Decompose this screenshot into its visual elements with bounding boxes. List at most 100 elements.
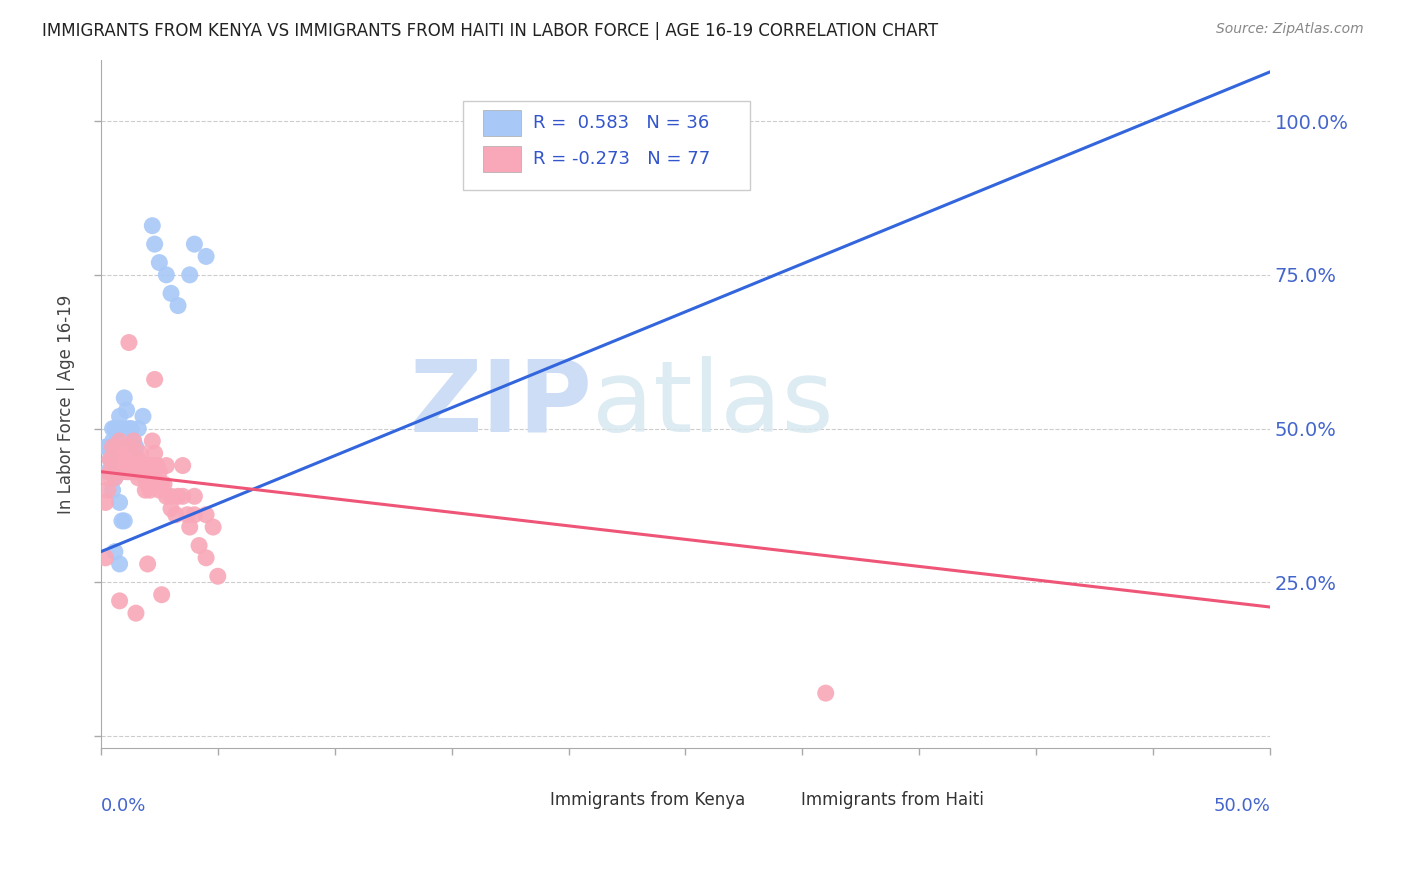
Point (202, 520, 225, 534)
Point (105, 422, 128, 436)
Point (125, 440, 148, 454)
Point (155, 268, 177, 282)
Point (108, 434, 131, 448)
Point (132, 465, 155, 479)
Point (195, 508, 218, 522)
Point (127, 452, 149, 467)
Point (112, 446, 135, 460)
Point (98, 465, 121, 479)
Point (120, 446, 142, 460)
FancyBboxPatch shape (464, 101, 749, 191)
Text: ZIP: ZIP (409, 356, 592, 452)
Point (134, 483, 156, 497)
Point (105, 434, 128, 448)
Point (153, 477, 176, 491)
Point (111, 465, 134, 479)
Point (108, 458, 131, 473)
Point (125, 606, 148, 620)
Point (143, 446, 166, 460)
Point (150, 477, 173, 491)
Point (132, 409, 155, 424)
Point (97, 471, 120, 485)
Text: R = -0.273   N = 77: R = -0.273 N = 77 (533, 150, 710, 168)
Point (98, 465, 121, 479)
Text: atlas: atlas (592, 356, 834, 452)
Point (111, 452, 134, 467)
Point (105, 440, 128, 454)
Point (112, 458, 135, 473)
Point (141, 434, 163, 448)
Point (120, 422, 142, 436)
Point (108, 594, 131, 608)
Bar (762, 793, 794, 808)
Point (814, 686, 837, 700)
Point (127, 471, 149, 485)
Point (104, 544, 127, 558)
Point (97, 465, 120, 479)
Point (105, 465, 128, 479)
Point (111, 514, 134, 528)
Point (112, 391, 135, 405)
Point (115, 465, 138, 479)
Point (97, 440, 120, 454)
Point (195, 550, 218, 565)
Point (134, 471, 156, 485)
Point (155, 458, 177, 473)
Point (167, 489, 190, 503)
Point (122, 465, 145, 479)
Point (183, 489, 205, 503)
Point (195, 249, 218, 263)
Point (101, 440, 124, 454)
Point (94, 440, 117, 454)
Text: R =  0.583   N = 36: R = 0.583 N = 36 (533, 113, 710, 132)
Point (125, 465, 148, 479)
Point (146, 458, 169, 473)
Point (101, 483, 124, 497)
Text: Immigrants from Haiti: Immigrants from Haiti (801, 791, 984, 809)
Point (122, 434, 145, 448)
Point (179, 268, 201, 282)
Y-axis label: In Labor Force | Age 16-19: In Labor Force | Age 16-19 (58, 294, 75, 514)
Point (101, 465, 124, 479)
Text: Source: ZipAtlas.com: Source: ZipAtlas.com (1216, 22, 1364, 37)
Point (108, 557, 131, 571)
Point (143, 237, 166, 252)
Point (132, 458, 155, 473)
Point (188, 539, 211, 553)
Point (148, 255, 170, 269)
Point (94, 550, 117, 565)
Point (139, 465, 162, 479)
Point (94, 495, 117, 509)
Point (104, 422, 127, 436)
Point (108, 495, 131, 509)
Point (167, 299, 190, 313)
Text: 50.0%: 50.0% (1213, 797, 1270, 814)
Point (172, 489, 194, 503)
Point (104, 471, 127, 485)
Point (141, 458, 163, 473)
Point (179, 520, 201, 534)
Point (136, 557, 159, 571)
Point (104, 458, 127, 473)
Point (129, 446, 152, 460)
Point (155, 489, 177, 503)
Point (136, 458, 159, 473)
Bar (510, 793, 543, 808)
Point (97, 483, 120, 497)
Point (129, 458, 152, 473)
Text: Immigrants from Kenya: Immigrants from Kenya (550, 791, 745, 809)
Point (136, 477, 159, 491)
Point (101, 434, 124, 448)
Point (108, 409, 131, 424)
Point (160, 286, 183, 301)
Point (118, 335, 141, 350)
Bar (484, 110, 520, 136)
Point (118, 452, 141, 467)
Point (104, 471, 127, 485)
Point (172, 458, 194, 473)
Point (146, 477, 169, 491)
Point (98, 452, 121, 467)
Point (118, 440, 141, 454)
Point (143, 471, 166, 485)
Point (207, 569, 229, 583)
